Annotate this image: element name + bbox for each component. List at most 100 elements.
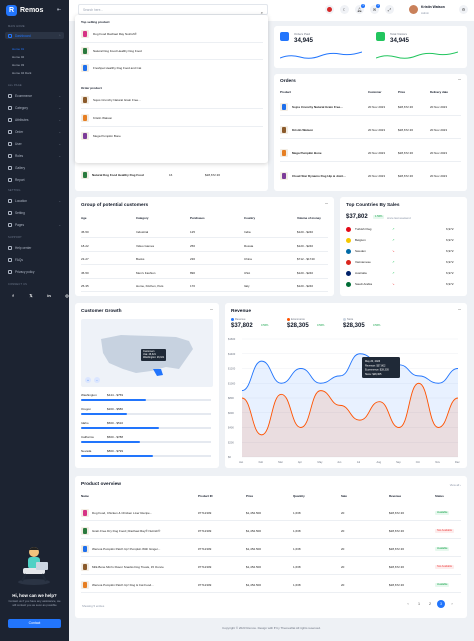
sidebar-item-order[interactable]: Order ⌄ (5, 128, 64, 135)
product-name[interactable]: Grain Free Dry Dog Food | Rachael Ray® N… (92, 529, 161, 533)
product-name[interactable]: Dog Food, Chicken & Chicken Liver Recipe… (92, 511, 153, 515)
avatar[interactable] (409, 5, 418, 14)
brand-logo[interactable]: R Remos (6, 5, 43, 16)
message-icon[interactable]: ✉ 1 (370, 4, 380, 14)
sidebar-item-gallery[interactable]: Gallery (5, 164, 64, 171)
menu-collapse-icon[interactable]: ⇤ (57, 7, 62, 13)
sidebar-item-report[interactable]: Report (5, 176, 64, 183)
search-icon[interactable]: ⌕ (260, 10, 263, 15)
sidebar-item-dashboard[interactable]: Dashboard ⌃ (5, 32, 64, 39)
series-line-revenue[interactable] (241, 353, 459, 392)
dropdown-product-item[interactable]: Dog Food Rachael Ray Nutrish® (81, 29, 263, 39)
orders-header: Delivery date (430, 90, 448, 94)
product-name[interactable]: Weruva Pumpkin Patch Up! Pumpkin With Gi… (92, 547, 161, 551)
pagination-prev-icon[interactable]: ‹ (407, 602, 409, 606)
top-countries-value: $37,802 (346, 214, 368, 220)
x-tick-label: Jul (357, 460, 361, 464)
sidebar-subitem-home03[interactable]: Home 03 (12, 63, 25, 67)
growth-state: Washington (81, 393, 97, 397)
series-line-ecommerce[interactable] (241, 382, 459, 436)
product-name[interactable]: Weruva Pumpkin Patch Up! Dog & Cat Food.… (92, 583, 154, 587)
sidebar-item-ecommerce[interactable]: Ecommerce ⌄ (5, 92, 64, 99)
order-name: Sojos Crunchy Natural Grain Free... (93, 98, 141, 102)
customer-category: Books (136, 257, 145, 261)
dropdown-product-item[interactable]: Freshpet Healthy Dog Food and Cat (81, 63, 263, 73)
dropdown-order-item[interactable]: Kristin Watson (81, 113, 263, 123)
product-price: $1,452.500 (246, 511, 262, 515)
dropdown-order-item[interactable]: Mega Pumpkin Bone (81, 131, 263, 141)
contact-button[interactable]: Contact (8, 619, 61, 628)
more-options-icon[interactable]: ··· (457, 307, 462, 313)
view-all-link[interactable]: View all › (449, 483, 461, 487)
product-id: #7712309 (198, 565, 212, 569)
zoom-in-icon[interactable]: + (85, 377, 91, 383)
order-product[interactable]: Sojos Crunchy Natural Grain Free... (292, 105, 343, 109)
facebook-icon[interactable]: f (12, 292, 14, 298)
dark-mode-icon[interactable]: ☾ (340, 5, 349, 14)
sidebar-item-roles[interactable]: Roles ⌄ (5, 152, 64, 159)
customers-header: Volume of money (297, 216, 321, 220)
product-thumbnail (81, 171, 89, 179)
sidebar-subitem-home02[interactable]: Home 02 (12, 55, 25, 59)
dropdown-product-item[interactable]: Natural Dog Food Healthy Dog Food (81, 46, 263, 56)
instagram-icon[interactable]: ◎ (65, 292, 69, 298)
pagination-page[interactable]: 2 (429, 602, 431, 606)
revenue-chart[interactable]: $1600 $1400 $1200 $1000 $800 $600 $400 $200 $0 Ja… (228, 335, 464, 465)
tooltip-bg (362, 357, 400, 378)
linkedin-icon[interactable]: in (47, 292, 51, 298)
more-options-icon[interactable]: ··· (457, 77, 462, 83)
divider (81, 538, 461, 539)
growth-state: Nevada (81, 449, 92, 453)
product-header: Product ID (198, 494, 213, 498)
product-header: Price (246, 494, 254, 498)
dropdown-order-item[interactable]: Sojos Crunchy Natural Grain Free... (81, 95, 263, 105)
zoom-out-icon[interactable]: − (94, 377, 100, 383)
search-input[interactable]: Search here... ⌕ (78, 4, 268, 15)
order-product[interactable]: Mega Pumpkin Bone (292, 151, 322, 155)
legend-dot (231, 318, 234, 321)
divider (81, 277, 328, 278)
notification-bell-icon[interactable]: 🔔︎ 1 (355, 4, 365, 14)
product-thumbnail (81, 47, 89, 55)
pagination-next-icon[interactable]: › (451, 602, 453, 606)
product-sale: 20 (341, 529, 345, 533)
sidebar-item-support-1[interactable]: FAQs (5, 256, 64, 263)
customers-title: Group of potential customers (81, 203, 149, 208)
product-name[interactable]: Milk-Bone Mini's Flavor Snacks Dog Treat… (92, 565, 164, 569)
customer-purchases: 890 (190, 270, 196, 275)
search-results-dropdown: Top selling product Dog Food Rachael Ray… (75, 15, 268, 163)
sidebar-item-pages[interactable]: Pages ⌄ (5, 221, 64, 228)
more-options-icon[interactable]: ··· (324, 201, 329, 207)
order-delivery: 20 Nov 2023 (430, 128, 448, 132)
sidebar-item-user[interactable]: User ⌄ (5, 140, 64, 147)
more-options-icon[interactable]: ··· (209, 307, 214, 313)
sidebar-subitem-home04[interactable]: Home 04 Dark (12, 71, 32, 75)
usa-map[interactable]: Customers Usa: 26,321 Washington: 26,321… (81, 319, 213, 387)
sidebar-item-label: Roles (15, 153, 24, 158)
sidebar-item-location[interactable]: Location ⌄ (5, 197, 64, 204)
product-overview-card: Product overview View all › Name Product … (75, 476, 467, 618)
fullscreen-icon[interactable]: ⤢ (385, 5, 394, 14)
customer-money: $712 - $1740 (297, 257, 315, 261)
series-area-ecommerce (242, 383, 458, 457)
country-value: 6,972 (446, 282, 454, 286)
sidebar-item-support-2[interactable]: Privacy policy (5, 268, 64, 275)
sidebar-item-category[interactable]: Category ⌄ (5, 104, 64, 111)
pagination-page[interactable]: 3 (437, 600, 445, 608)
menu-item-icon (8, 117, 12, 122)
legend-item: Ecommerce (287, 318, 305, 321)
sidebar-item-support-0[interactable]: Help center (5, 244, 64, 251)
top-countries-change: 1.56% (373, 215, 385, 219)
sidebar-item-setting[interactable]: Setting (5, 209, 64, 216)
pagination-page[interactable]: 1 (418, 602, 420, 606)
stat-sparkline (376, 51, 458, 59)
settings-gear-icon[interactable]: ⚙ (459, 5, 468, 14)
customer-country: Russia (244, 243, 254, 248)
search-placeholder: Search here... (83, 8, 104, 12)
twitter-icon[interactable]: 𝕏 (29, 292, 33, 298)
sidebar-item-attributes[interactable]: Attributes ⌄ (5, 116, 64, 123)
order-product[interactable]: Kristin Watson (292, 128, 314, 132)
language-flag-icon[interactable] (325, 5, 334, 14)
order-product[interactable]: Cloud Star Dynamo Dog Hip & Joint... (292, 174, 346, 178)
sidebar-subitem-home01[interactable]: Home 01 (12, 47, 25, 51)
